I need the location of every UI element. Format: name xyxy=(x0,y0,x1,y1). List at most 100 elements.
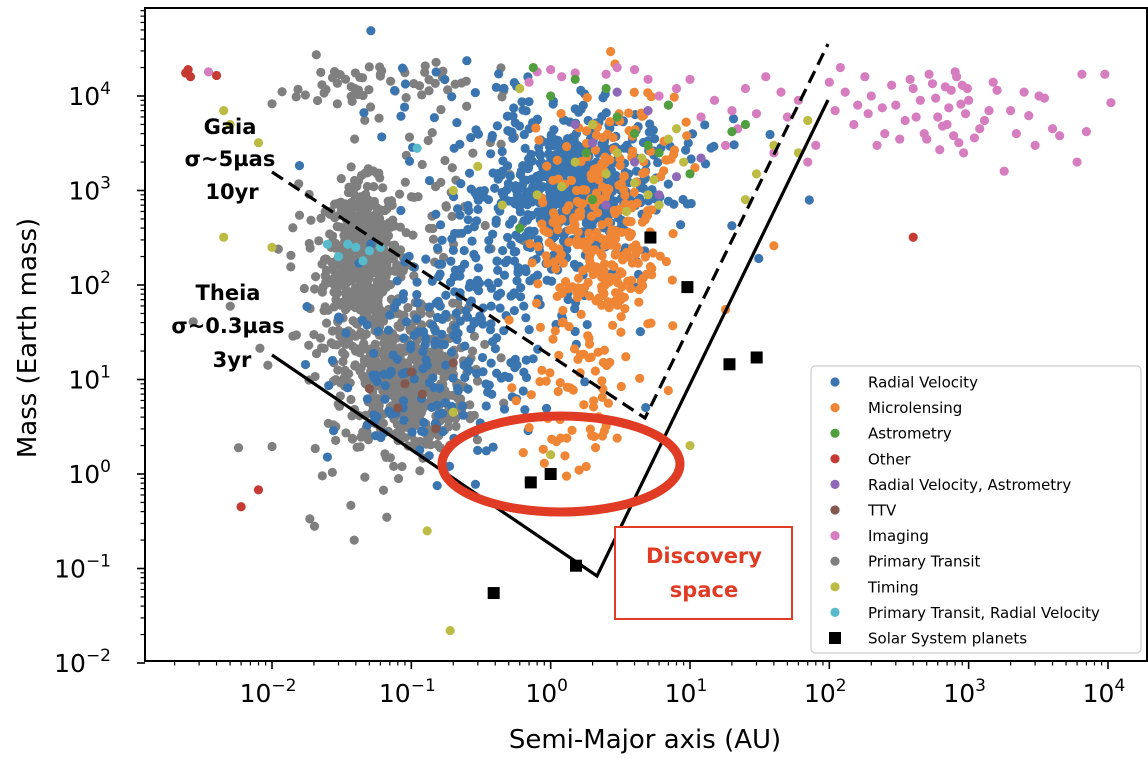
point-radial-velocity xyxy=(700,120,710,130)
point-primary-transit xyxy=(334,222,344,232)
point-microlensing xyxy=(609,261,619,271)
point-radial-velocity xyxy=(452,334,462,345)
point-radial-velocity xyxy=(455,139,465,149)
point-primary-transit xyxy=(391,333,401,343)
point-radial-velocity xyxy=(487,133,497,143)
point-imaging xyxy=(866,91,876,101)
point-primary-transit xyxy=(448,298,458,308)
point-primary-transit xyxy=(356,327,366,337)
point-primary-transit xyxy=(417,320,427,330)
point-radial-velocity xyxy=(397,63,408,73)
point-microlensing xyxy=(581,461,591,472)
point-primary-transit xyxy=(469,331,480,341)
point-radial-velocity xyxy=(527,156,537,166)
point-imaging xyxy=(933,112,943,122)
point-radial-velocity xyxy=(460,341,470,351)
point-radial-velocity-astrometry xyxy=(671,172,682,182)
legend-label: Timing xyxy=(867,578,919,596)
legend-marker-circle xyxy=(830,403,840,413)
point-primary-transit xyxy=(375,71,385,81)
point-radial-velocity xyxy=(463,200,473,211)
point-radial-velocity xyxy=(524,97,534,107)
point-radial-velocity xyxy=(369,410,379,420)
point-primary-transit xyxy=(364,62,374,72)
point-radial-velocity xyxy=(441,290,451,300)
point-radial-velocity xyxy=(470,87,480,98)
point-microlensing xyxy=(579,400,589,410)
point-radial-velocity xyxy=(419,427,429,437)
point-microlensing xyxy=(526,390,536,400)
point-radial-velocity xyxy=(412,314,422,324)
point-primary-transit xyxy=(360,472,370,482)
point-radial-velocity xyxy=(451,308,461,318)
point-microlensing xyxy=(573,283,583,293)
point-imaging xyxy=(643,74,653,84)
point-radial-velocity xyxy=(478,319,488,329)
point-radial-velocity xyxy=(514,121,525,131)
point-radial-velocity xyxy=(473,204,483,215)
point-radial-velocity-astrometry xyxy=(643,106,653,116)
point-radial-velocity xyxy=(465,278,475,288)
point-radial-velocity xyxy=(580,377,590,387)
point-radial-velocity xyxy=(486,301,496,311)
point-microlensing xyxy=(586,211,597,221)
point-microlensing xyxy=(561,205,571,215)
point-radial-velocity xyxy=(526,230,536,240)
point-primary-transit xyxy=(443,85,453,95)
point-radial-velocity xyxy=(559,165,569,175)
point-microlensing xyxy=(573,273,584,283)
point-primary-transit xyxy=(384,343,394,353)
point-astrometry xyxy=(685,169,695,179)
point-microlensing xyxy=(669,92,679,102)
point-microlensing xyxy=(507,383,517,393)
point-microlensing xyxy=(627,149,638,159)
point-primary-transit xyxy=(400,177,410,187)
point-primary-transit xyxy=(311,271,321,282)
point-microlensing xyxy=(560,276,571,287)
point-radial-velocity xyxy=(520,143,530,154)
point-radial-velocity xyxy=(405,343,416,354)
point-primary-transit xyxy=(317,471,327,481)
point-radial-velocity xyxy=(635,326,645,337)
point-primary-transit xyxy=(263,360,273,370)
point-radial-velocity xyxy=(401,317,412,327)
point-primary-transit xyxy=(472,435,482,445)
point-microlensing xyxy=(552,155,562,165)
point-primary-transit xyxy=(346,265,357,275)
point-primary-transit xyxy=(375,173,385,183)
point-primary-transit xyxy=(321,318,332,328)
point-microlensing xyxy=(558,258,568,268)
point-primary-transit xyxy=(461,76,471,86)
point-radial-velocity xyxy=(334,312,344,322)
point-primary-transit xyxy=(364,202,374,212)
point-radial-velocity xyxy=(455,316,465,326)
point-imaging xyxy=(835,62,845,73)
point-imaging xyxy=(776,87,786,97)
point-imaging xyxy=(975,124,985,134)
gaia-annotation: 10yr xyxy=(205,180,259,204)
point-primary-transit xyxy=(255,343,265,353)
point-radial-velocity xyxy=(518,105,528,115)
point-timing xyxy=(515,83,525,94)
point-primary-transit xyxy=(337,267,348,277)
point-primary-transit xyxy=(403,303,413,313)
point-primary-transit xyxy=(441,202,451,212)
point-radial-velocity xyxy=(362,320,372,330)
point-radial-velocity xyxy=(485,325,496,335)
point-imaging xyxy=(860,72,870,82)
point-primary-transit xyxy=(286,262,296,272)
point-radial-velocity xyxy=(641,402,651,413)
point-primary-transit xyxy=(368,166,378,176)
point-primary-transit xyxy=(358,303,368,313)
point-radial-velocity xyxy=(728,114,739,124)
point-imaging xyxy=(557,72,567,82)
point-primary-transit xyxy=(333,365,343,375)
point-radial-velocity xyxy=(302,302,312,312)
point-microlensing xyxy=(545,368,555,378)
point-radial-velocity xyxy=(483,387,493,397)
point-microlensing xyxy=(518,448,528,458)
point-microlensing xyxy=(538,444,548,454)
point-primary-transit xyxy=(340,365,350,375)
point-radial-velocity xyxy=(324,380,334,391)
point-microlensing xyxy=(606,46,616,57)
